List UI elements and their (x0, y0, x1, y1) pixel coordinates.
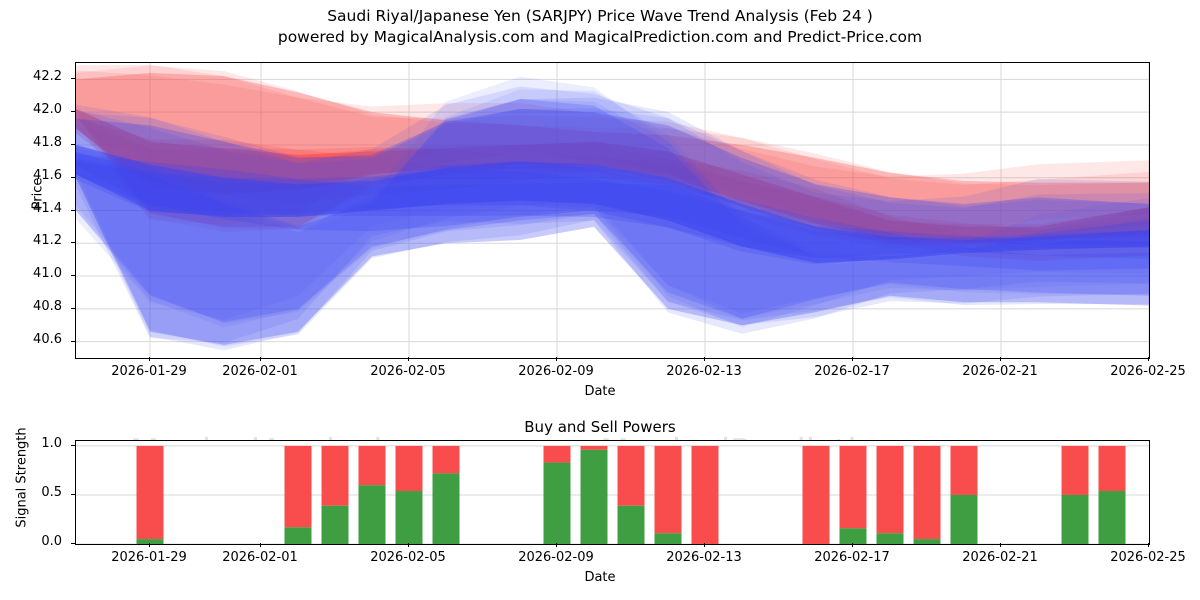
buy-sell-powers-plot (75, 440, 1150, 545)
power-xtick-label: 2026-02-21 (962, 550, 1038, 565)
price-band-bear-wave-spike-upper (76, 99, 1149, 322)
price-ytick-label: 40.8 (33, 298, 62, 314)
chart-title-line-1: Saudi Riyal/Japanese Yen (SARJPY) Price … (327, 7, 873, 25)
price-ytick-label: 41.0 (33, 266, 62, 282)
price-band-overlay (76, 151, 1149, 265)
power-bar-sell (284, 445, 312, 528)
power-xtick-label: 2026-02-25 (1110, 550, 1186, 565)
price-ytick-label: 41.8 (33, 134, 62, 150)
power-bar-sell (654, 445, 682, 534)
power-bar-sell (617, 445, 645, 506)
power-bar-buy (136, 539, 164, 544)
power-ytick-label: 0.0 (41, 534, 62, 549)
price-band-overlay (76, 122, 1149, 246)
price-ytick-label: 42.2 (33, 69, 62, 85)
buy-sell-powers-svg (76, 445, 1149, 544)
power-bar-buy (543, 462, 571, 544)
power-bar-sell (321, 445, 349, 506)
price-axis-label: Price (30, 177, 46, 210)
power-bar-sell (1061, 445, 1089, 495)
power-ytick-label: 1.0 (41, 435, 62, 451)
power-bar-sell (691, 445, 719, 544)
power-bar-buy (617, 505, 645, 544)
price-ytick-label: 41.2 (33, 233, 62, 249)
price-band-overlay (76, 154, 1149, 271)
power-xtick-label: 2026-02-09 (518, 550, 594, 565)
power-bar-sell (432, 445, 460, 474)
price-xtick-label: 2026-02-05 (370, 364, 446, 379)
price-band-bear-band-outer-upper (76, 108, 1149, 345)
power-xtick-label: 2026-02-13 (666, 550, 742, 565)
power-bar-buy (284, 527, 312, 544)
price-ytick-label: 40.6 (33, 331, 62, 347)
power-bar-buy (358, 485, 386, 544)
power-bar-buy (950, 494, 978, 544)
power-chart-title: Buy and Sell Powers (524, 418, 676, 436)
price-band-bull-band-inner-upper (76, 108, 1149, 244)
price-band-overlay (76, 86, 1149, 343)
price-band-overlay (76, 158, 1149, 259)
price-band-overlay (76, 117, 1149, 261)
price-ytick-label: 42.0 (33, 102, 62, 118)
power-bar-sell (136, 445, 164, 540)
power-bar-buy (321, 505, 349, 544)
power-bar-sell (358, 445, 386, 486)
price-wave-svg (76, 63, 1149, 358)
price-wave-plot (75, 62, 1150, 359)
price-band-overlay (76, 89, 1149, 328)
power-bar-sell (839, 445, 867, 529)
power-ytick-label: 0.5 (41, 484, 62, 500)
price-xtick-label: 2026-02-01 (222, 364, 298, 379)
power-bar-buy (876, 533, 904, 544)
price-xtick-label: 2026-02-25 (1110, 364, 1186, 379)
power-bar-sell (876, 445, 904, 534)
price-band-overlay (76, 97, 1149, 351)
price-xtick-label: 2026-02-21 (962, 364, 1038, 379)
power-xaxis-title: Date (584, 570, 616, 585)
price-xaxis-title: Date (584, 384, 616, 399)
power-xtick-label: 2026-02-01 (222, 550, 298, 565)
power-bar-sell (543, 445, 571, 463)
price-band-bear-band-inner-upper (76, 144, 1149, 263)
price-band-overlay (76, 108, 1149, 347)
power-xtick-label: 2026-02-17 (814, 550, 890, 565)
power-bar-sell (802, 445, 830, 544)
power-bar-buy (1061, 494, 1089, 544)
price-band-overlay (76, 76, 1149, 328)
price-xtick-label: 2026-02-13 (666, 364, 742, 379)
power-bar-buy (913, 539, 941, 544)
power-bar-sell (395, 445, 423, 492)
price-band-overlay (76, 99, 1149, 324)
power-bar-sell (913, 445, 941, 540)
power-bar-sell (580, 445, 608, 450)
power-bar-buy (839, 528, 867, 544)
price-xtick-label: 2026-01-29 (111, 364, 187, 379)
power-bar-buy (395, 491, 423, 544)
power-bar-buy (1098, 491, 1126, 544)
chart-title-line-2: powered by MagicalAnalysis.com and Magic… (277, 28, 923, 46)
price-xtick-label: 2026-02-17 (814, 364, 890, 379)
price-xtick-label: 2026-02-09 (518, 364, 594, 379)
price-band-overlay (76, 115, 1149, 241)
power-bar-sell (950, 445, 978, 495)
power-bar-buy (654, 533, 682, 544)
power-xtick-label: 2026-02-05 (370, 550, 446, 565)
chart-title-block: Saudi Riyal/Japanese Yen (SARJPY) Price … (0, 6, 1200, 48)
power-bar-buy (580, 449, 608, 544)
power-bar-buy (432, 473, 460, 544)
power-xtick-label: 2026-01-29 (111, 550, 187, 565)
power-bar-sell (1098, 445, 1126, 492)
